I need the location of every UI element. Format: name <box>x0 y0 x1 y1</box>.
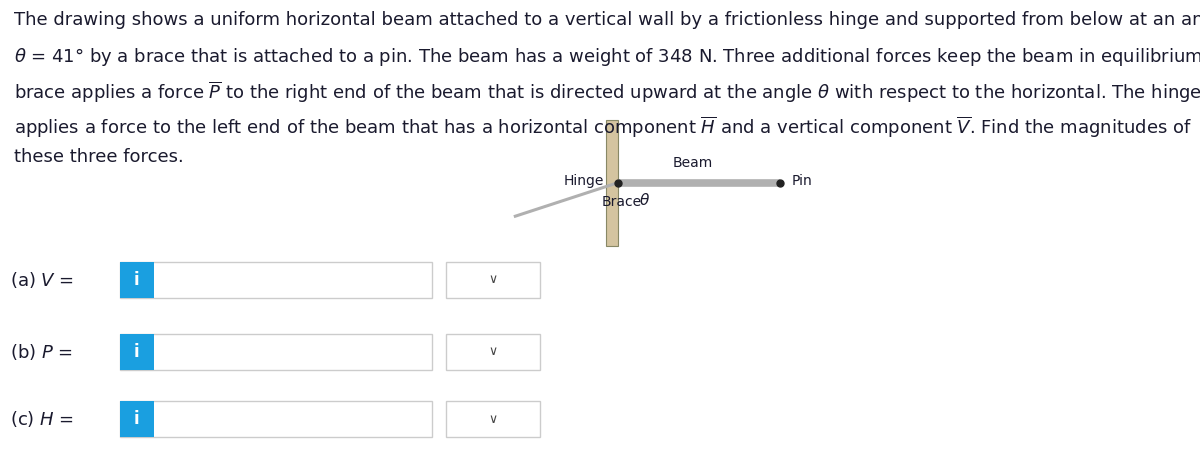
Text: $\theta$: $\theta$ <box>638 192 650 208</box>
Text: brace applies a force $\overline{P}$ to the right end of the beam that is direct: brace applies a force $\overline{P}$ to … <box>14 80 1200 105</box>
FancyBboxPatch shape <box>120 334 154 370</box>
Text: applies a force to the left end of the beam that has a horizontal component $\ov: applies a force to the left end of the b… <box>14 114 1193 139</box>
Text: these three forces.: these three forces. <box>14 148 184 166</box>
Text: Hinge: Hinge <box>563 174 604 188</box>
FancyBboxPatch shape <box>446 401 540 437</box>
FancyBboxPatch shape <box>120 334 432 370</box>
Text: Brace: Brace <box>602 195 642 209</box>
Text: (a) $V$ =: (a) $V$ = <box>10 270 73 290</box>
Text: ∨: ∨ <box>488 345 498 358</box>
FancyBboxPatch shape <box>120 401 154 437</box>
Text: Beam: Beam <box>673 156 713 170</box>
Text: i: i <box>134 271 139 289</box>
Text: Pin: Pin <box>792 174 812 188</box>
Text: The drawing shows a uniform horizontal beam attached to a vertical wall by a fri: The drawing shows a uniform horizontal b… <box>14 11 1200 29</box>
Text: $\theta$ = 41° by a brace that is attached to a pin. The beam has a weight of 34: $\theta$ = 41° by a brace that is attach… <box>14 46 1200 68</box>
FancyBboxPatch shape <box>446 262 540 298</box>
Text: (c) $H$ =: (c) $H$ = <box>10 410 73 429</box>
FancyBboxPatch shape <box>446 334 540 370</box>
FancyBboxPatch shape <box>120 262 154 298</box>
FancyBboxPatch shape <box>120 401 432 437</box>
Text: (b) $P$ =: (b) $P$ = <box>10 342 72 362</box>
Text: ∨: ∨ <box>488 273 498 286</box>
FancyBboxPatch shape <box>606 120 618 246</box>
FancyBboxPatch shape <box>120 262 432 298</box>
Text: ∨: ∨ <box>488 413 498 426</box>
Text: i: i <box>134 343 139 361</box>
Text: i: i <box>134 410 139 428</box>
